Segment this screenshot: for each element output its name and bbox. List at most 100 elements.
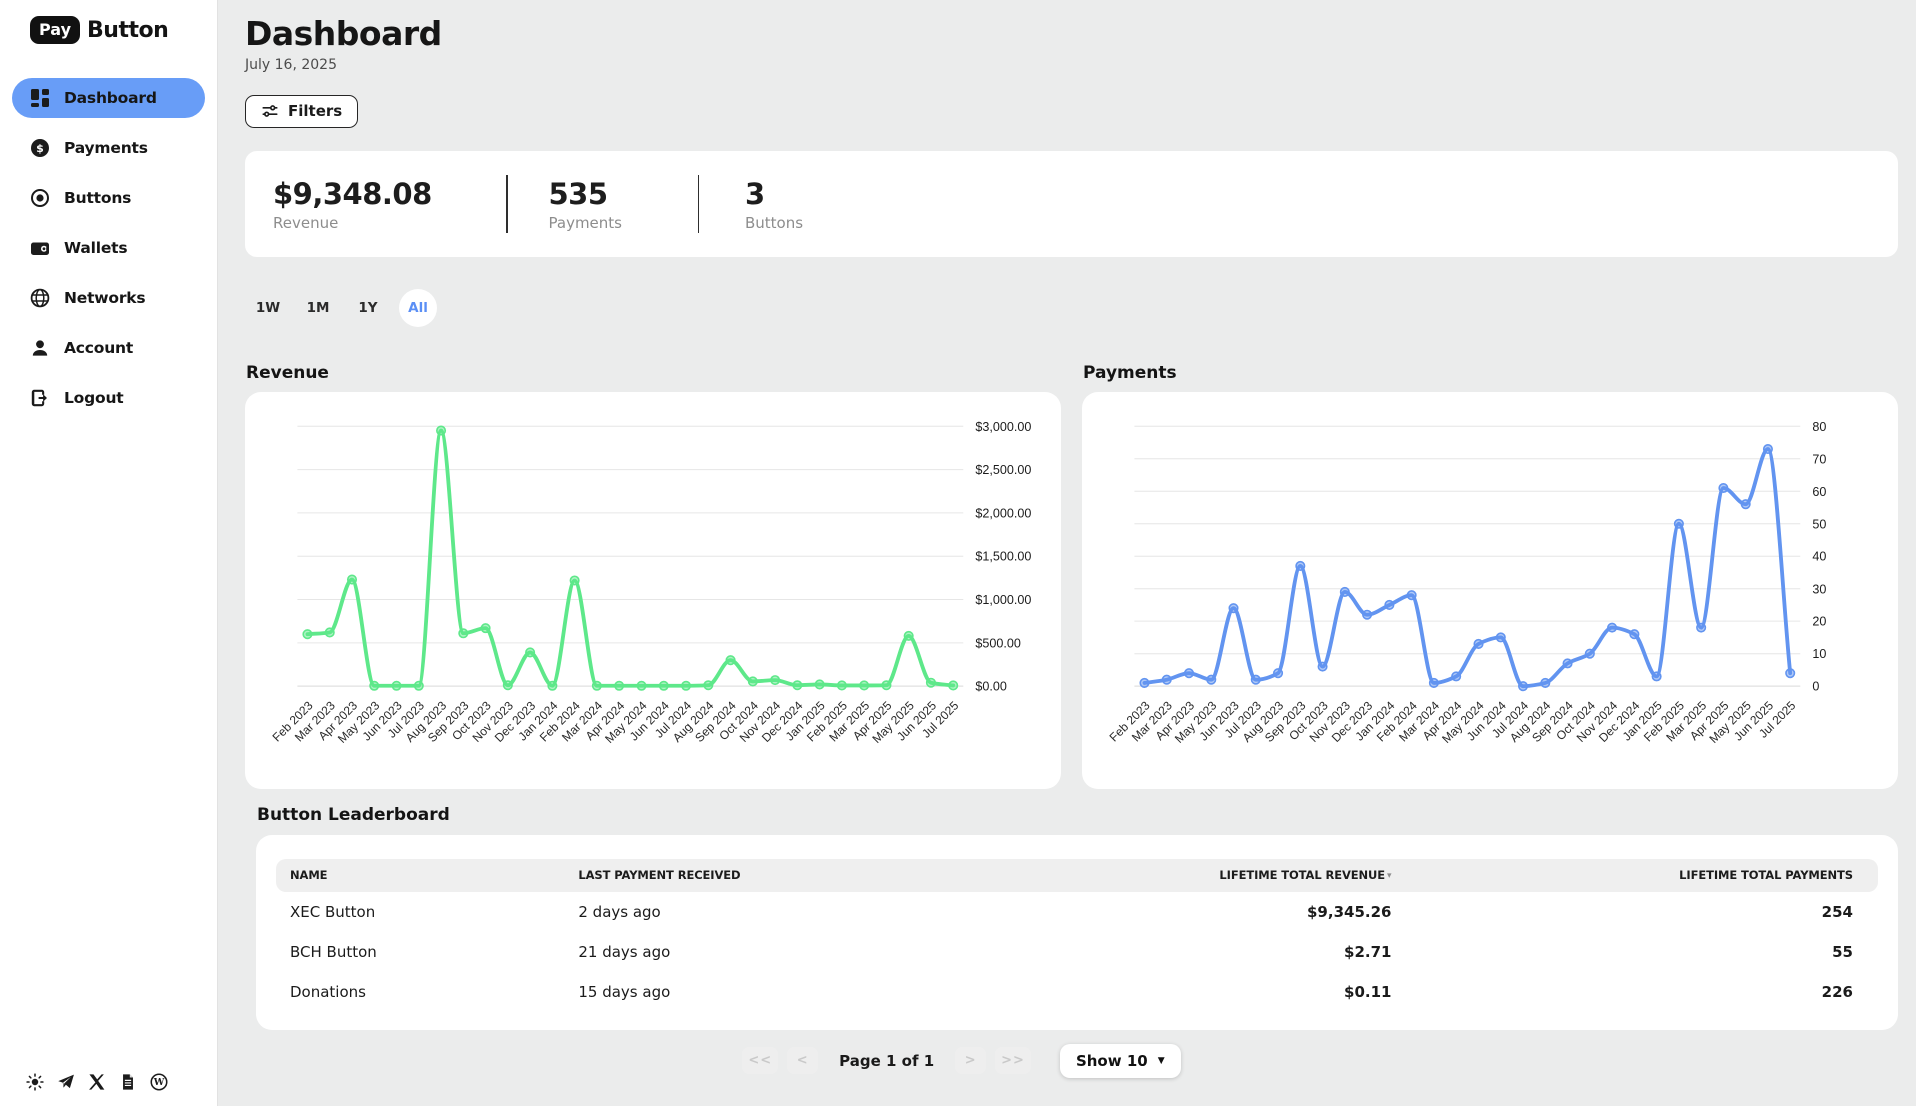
- sidebar-item-buttons[interactable]: Buttons: [12, 178, 205, 218]
- column-header-payments[interactable]: LIFETIME TOTAL PAYMENTS: [1679, 868, 1853, 883]
- revenue-chart-card: $0.00 $500.00 $1,000.00 $1,500.00 $2,000.00 $…: [245, 392, 1061, 789]
- charts-row: Revenue $0.00 $500.00 $1,000.00 $1,500.00 $2…: [245, 363, 1898, 789]
- stat-buttons-label: Buttons: [745, 213, 804, 232]
- svg-text:70: 70: [1812, 452, 1826, 466]
- stat-revenue: $9,348.08 Revenue: [245, 177, 506, 232]
- leaderboard-title: Button Leaderboard: [257, 804, 450, 825]
- svg-text:0: 0: [1812, 680, 1819, 694]
- payments-chart-block: Payments 0 10 20 30 40 50 60 70 80 Feb 2023 Mar 20…: [1082, 363, 1898, 789]
- range-button-1m[interactable]: 1M: [299, 289, 337, 327]
- svg-text:$: $: [36, 142, 44, 155]
- table-row[interactable]: BCH Button 21 days ago $2.71 55: [276, 932, 1878, 972]
- stat-revenue-value: $9,348.08: [273, 176, 432, 211]
- stat-payments-value: 535: [548, 176, 609, 211]
- stat-payments: 535 Payments: [508, 177, 698, 232]
- x-icon[interactable]: [88, 1073, 106, 1091]
- paybutton-logo[interactable]: Pay Button: [0, 16, 217, 44]
- sidebar-item-label: Buttons: [64, 189, 132, 207]
- table-row[interactable]: Donations 15 days ago $0.11 226: [276, 972, 1878, 1012]
- revenue-chart: $0.00 $500.00 $1,000.00 $1,500.00 $2,000.00 $…: [270, 420, 1032, 746]
- theme-sun-icon[interactable]: [26, 1073, 44, 1091]
- svg-text:30: 30: [1812, 582, 1826, 596]
- svg-text:60: 60: [1812, 485, 1826, 499]
- payments-chart-card: 0 10 20 30 40 50 60 70 80 Feb 2023 Mar 2023 Apr 202…: [1082, 392, 1898, 789]
- leaderboard-table-card: NAME LAST PAYMENT RECEIVED LIFETIME TOTA…: [256, 834, 1898, 1030]
- svg-text:20: 20: [1812, 615, 1826, 629]
- range-button-1y[interactable]: 1Y: [349, 289, 387, 327]
- svg-text:$500.00: $500.00: [975, 636, 1020, 650]
- column-header-last-payment[interactable]: LAST PAYMENT RECEIVED: [578, 868, 741, 883]
- page-size-dropdown[interactable]: Show 10 ▼: [1059, 1043, 1181, 1078]
- page-title: Dashboard: [245, 14, 442, 53]
- stat-payments-label: Payments: [548, 213, 622, 232]
- filters-button[interactable]: Filters: [245, 95, 359, 128]
- target-icon: [30, 188, 50, 208]
- cell-lifetime-payments: 55: [1832, 942, 1853, 961]
- sidebar-item-label: Account: [64, 339, 134, 357]
- sidebar-item-logout[interactable]: Logout: [12, 378, 205, 418]
- svg-text:$3,000.00: $3,000.00: [975, 420, 1031, 434]
- revenue-chart-title: Revenue: [246, 363, 329, 383]
- sidebar-item-label: Wallets: [64, 239, 128, 257]
- cell-last-payment: 21 days ago: [578, 942, 671, 961]
- range-button-all[interactable]: All: [399, 289, 437, 327]
- page-date: July 16, 2025: [245, 57, 337, 73]
- cell-lifetime-revenue: $9,345.26: [1307, 902, 1392, 921]
- sidebar-item-account[interactable]: Account: [12, 328, 205, 368]
- grid-icon: [30, 88, 50, 108]
- sidebar-item-payments[interactable]: $ Payments: [12, 128, 205, 168]
- main-content: Dashboard July 16, 2025 Filters $9,348.0…: [218, 0, 1916, 1106]
- sidebar-item-dashboard[interactable]: Dashboard: [12, 78, 205, 118]
- sidebar: Pay Button Dashboard $ Payments Button: [0, 0, 218, 1106]
- stat-divider: [697, 175, 699, 233]
- svg-text:$2,500.00: $2,500.00: [975, 463, 1031, 477]
- range-button-1w[interactable]: 1W: [249, 289, 287, 327]
- stat-buttons: 3 Buttons: [699, 177, 803, 232]
- first-page-button[interactable]: <<: [742, 1047, 779, 1075]
- button-leaderboard-section: Button Leaderboard NAME LAST PAYMENT REC…: [245, 805, 1898, 1030]
- last-page-button[interactable]: >>: [995, 1047, 1031, 1075]
- document-icon[interactable]: [119, 1073, 137, 1091]
- sidebar-item-label: Logout: [64, 389, 124, 407]
- cell-last-payment: 2 days ago: [578, 902, 661, 921]
- column-header-revenue[interactable]: LIFETIME TOTAL REVENUE ▾: [1045, 868, 1462, 882]
- sidebar-nav: Dashboard $ Payments Buttons Wallets: [0, 78, 217, 418]
- svg-text:$1,500.00: $1,500.00: [975, 550, 1031, 564]
- cell-button-name: XEC Button: [290, 902, 376, 921]
- cell-lifetime-revenue: $2.71: [1344, 942, 1392, 961]
- sort-desc-icon: ▾: [1387, 871, 1392, 882]
- svg-text:10: 10: [1812, 647, 1826, 661]
- brand-text: Button: [87, 17, 169, 43]
- table-row[interactable]: XEC Button 2 days ago $9,345.26 254: [276, 892, 1878, 932]
- dollar-icon: $: [30, 138, 50, 158]
- cell-last-payment: 15 days ago: [578, 982, 671, 1001]
- wordpress-icon[interactable]: W: [150, 1073, 168, 1091]
- page-indicator: Page 1 of 1: [839, 1051, 935, 1070]
- wallet-icon: [30, 238, 50, 258]
- svg-text:$2,000.00: $2,000.00: [975, 506, 1031, 520]
- sliders-icon: [261, 102, 279, 120]
- globe-icon: [30, 288, 50, 308]
- person-icon: [30, 338, 50, 358]
- cell-lifetime-payments: 226: [1821, 982, 1853, 1001]
- sidebar-item-label: Payments: [64, 139, 148, 157]
- stat-divider: [506, 175, 508, 233]
- next-page-button[interactable]: >: [955, 1047, 987, 1075]
- column-header-revenue-label: LIFETIME TOTAL REVENUE: [1219, 868, 1386, 883]
- time-range-selector: 1W 1M 1Y All: [245, 289, 1898, 327]
- payments-chart-title: Payments: [1083, 363, 1177, 383]
- column-header-name[interactable]: NAME: [290, 868, 328, 883]
- cell-button-name: BCH Button: [290, 942, 377, 961]
- pagination: << < Page 1 of 1 > >> Show 10 ▼: [135, 1043, 1788, 1078]
- sidebar-item-wallets[interactable]: Wallets: [12, 228, 205, 268]
- leaderboard-header-row: NAME LAST PAYMENT RECEIVED LIFETIME TOTA…: [276, 858, 1878, 892]
- chevron-down-icon: ▼: [1157, 1055, 1165, 1066]
- sidebar-item-label: Dashboard: [64, 89, 157, 107]
- telegram-icon[interactable]: [57, 1073, 75, 1091]
- sidebar-item-networks[interactable]: Networks: [12, 278, 205, 318]
- cell-button-name: Donations: [290, 982, 366, 1001]
- prev-page-button[interactable]: <: [787, 1047, 819, 1075]
- cell-lifetime-payments: 254: [1821, 902, 1853, 921]
